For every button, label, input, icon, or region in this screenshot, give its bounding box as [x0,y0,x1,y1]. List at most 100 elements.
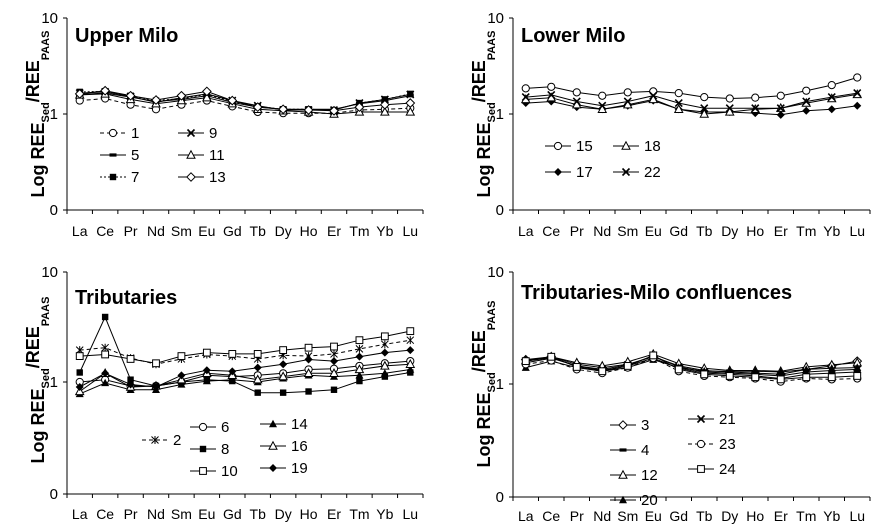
data-point-13 [329,105,339,116]
legend-marker [696,414,706,424]
data-point-10 [355,336,364,345]
legend-marker [621,167,631,177]
y-axis-label-3: Log REESed/REEPAAS [23,297,52,464]
legend-item-2: 2 [142,432,181,449]
data-point-13 [354,102,365,113]
legend-label: 19 [291,460,308,477]
legend-item-7: 7 [100,169,139,186]
legend-label: 8 [221,441,229,458]
data-point-19 [101,369,110,378]
legend-item-12: 12 [610,467,658,484]
data-point-16 [303,368,314,377]
legend-item-16: 16 [260,438,308,455]
legend-item-15: 15 [545,138,593,155]
series-line-6 [79,360,411,387]
data-point-19 [75,383,84,392]
x-tick-label: Pr [124,223,138,239]
data-point-15 [776,91,785,100]
x-tick-label: Gd [669,508,688,524]
x-tick-label: Dy [275,506,292,522]
data-point-8 [279,389,287,396]
series-line-21 [525,355,858,377]
x-tick-label: Pr [570,223,584,239]
legend-label: 4 [641,442,649,459]
x-tick-label: Ce [96,223,114,239]
data-point-18 [673,104,684,113]
data-point-8 [330,386,338,393]
data-point-14 [380,369,389,377]
panel-title: Lower Milo [521,25,625,47]
data-point-16 [405,358,416,368]
data-point-22 [827,93,836,102]
legend-marker [199,445,207,453]
data-point-24 [649,351,658,360]
legend-marker [109,153,117,157]
data-point-8 [356,377,363,385]
x-tick-label: Tb [250,506,267,522]
legend-label: 2 [173,432,181,449]
data-point-10 [330,342,338,351]
legend-item-8: 8 [190,441,229,458]
y-axis-label-part: PAAS [486,31,498,61]
legend-item-18: 18 [613,138,661,155]
y-axis-label-2: Log REESed/REEPAAS [469,31,498,198]
series-line-2 [79,339,411,365]
legend-item-6: 6 [190,419,229,436]
panel-1: 0 1 10 La Ce Pr Nd Sm Eu Gd Tb Dy Ho Er Tm Yb Lu Upper Mi… [41,10,424,239]
data-point-24 [725,372,734,380]
data-point-8 [76,369,83,376]
data-point-10 [177,352,186,360]
data-point-24 [674,365,683,374]
data-point-2 [330,349,338,358]
y-axis-label-part: /REE [23,60,43,102]
data-point-2 [406,336,415,345]
legend-marker [186,128,196,138]
panel-4: 0 1 10 La Ce Pr Nd Sm Eu Gd Tb Dy Ho Er Tm Yb Lu Tributar… [487,264,871,524]
x-tick-label: Tb [250,223,267,239]
y-tick-label: 0 [50,486,58,503]
x-tick-label: Pr [570,508,584,524]
data-point-19 [355,352,364,361]
data-point-15 [674,89,683,98]
y-tick-label: 1 [50,374,58,391]
legend-label: 21 [719,411,736,428]
x-tick-label: Gd [223,506,242,522]
legend-item-10: 10 [190,463,238,480]
data-point-16 [329,368,339,377]
data-point-13 [252,102,263,113]
legend-marker [553,141,563,151]
data-point-13 [201,86,212,97]
data-point-17 [853,101,862,110]
data-point-19 [253,363,262,372]
x-tick-label: Lu [849,223,865,239]
y-tick-label: 10 [487,10,504,27]
y-axis-label-4: Log REESed/REEPAAS [469,301,498,468]
data-point-10 [202,348,211,357]
data-point-2 [355,344,364,353]
legend-label: 12 [641,467,658,484]
data-point-10 [380,332,389,341]
y-axis-label-part: Sed [486,102,498,122]
legend-marker [618,469,628,479]
data-point-4 [853,370,861,374]
y-tick-label: 1 [496,376,504,393]
x-tick-label: Ho [300,223,318,239]
panel-title: Tributaries-Milo confluences [521,282,792,304]
data-point-14 [177,380,186,388]
legend-marker [554,168,562,176]
y-axis-label-part: PAAS [40,31,52,61]
x-tick-label: Gd [223,223,242,239]
data-point-20 [853,363,862,371]
legend-label: 7 [131,169,139,186]
legend-marker [268,440,278,450]
data-point-13 [405,98,416,108]
data-point-24 [598,367,607,376]
data-point-2 [101,343,109,352]
x-tick-label: Ce [542,223,560,239]
x-tick-label: Nd [593,508,611,524]
x-tick-label: Tm [796,508,816,524]
data-point-19 [177,371,186,380]
legend-item-1: 1 [100,125,139,142]
x-tick-label: Lu [849,508,865,524]
data-point-9 [380,95,389,104]
